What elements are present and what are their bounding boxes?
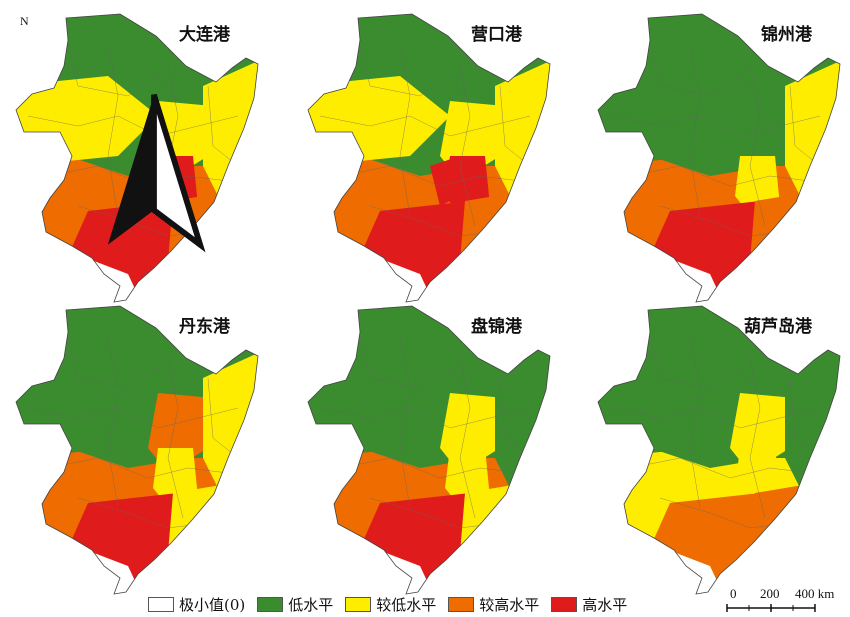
region-outline xyxy=(597,13,841,303)
scale-labels: 0 200 400 km xyxy=(722,586,842,601)
legend-label: 较高水平 xyxy=(479,595,540,614)
district-boundary xyxy=(789,85,821,167)
panel-title: 锦州港 xyxy=(761,25,812,45)
map-panel-dalian: 大连港 N xyxy=(8,6,288,306)
region-outline xyxy=(15,13,259,303)
region-layer xyxy=(598,306,840,594)
legend-item-minimal: 极小值(0) xyxy=(148,594,245,615)
map-panel-jinzhou: 锦州港 xyxy=(590,6,850,306)
region-outline xyxy=(307,305,551,595)
region-outline xyxy=(307,13,551,303)
legend-label: 高水平 xyxy=(582,595,628,614)
district-boundary xyxy=(789,377,821,459)
legend-swatch xyxy=(257,596,284,612)
district-boundary xyxy=(339,165,521,187)
district-boundary xyxy=(359,337,471,394)
district-boundary xyxy=(107,45,119,217)
north-arrow-icon: N xyxy=(14,14,206,253)
district-boundary xyxy=(207,377,239,459)
district-boundary xyxy=(207,85,239,167)
legend-swatch xyxy=(148,596,174,612)
panel-title: 盘锦港 xyxy=(471,317,522,337)
panel-map-svg xyxy=(307,305,551,595)
legend-swatch xyxy=(448,596,475,612)
panel-map-svg xyxy=(597,13,841,303)
district-boundary xyxy=(459,65,476,227)
district-boundary xyxy=(319,407,531,429)
scale-tick-0: 0 xyxy=(730,586,737,601)
region-hotspot xyxy=(430,156,470,206)
district-boundary xyxy=(689,45,701,217)
panel-title: 丹东港 xyxy=(179,317,230,337)
panel-map-svg xyxy=(597,305,841,595)
district-boundary xyxy=(107,337,119,509)
map-panel-panjin: 盘锦港 xyxy=(300,298,580,598)
panel-map-svg xyxy=(307,13,551,303)
district-boundary xyxy=(749,65,766,227)
district-boundary xyxy=(47,457,229,479)
scale-tick-400: 400 km xyxy=(795,586,835,601)
district-boundary xyxy=(27,115,239,137)
legend-swatch xyxy=(551,596,578,612)
district-boundary xyxy=(167,357,184,519)
region-outline xyxy=(597,305,841,595)
district-boundary xyxy=(499,85,531,167)
district-boundary xyxy=(359,45,471,102)
district-boundary xyxy=(649,337,761,394)
legend-item-higher: 较高水平 xyxy=(448,594,539,615)
district-boundary xyxy=(499,377,531,459)
north-label: N xyxy=(20,14,29,28)
legend-item-lower: 较低水平 xyxy=(345,594,436,615)
district-boundary xyxy=(609,115,821,137)
district-boundary xyxy=(67,45,179,102)
district-boundary xyxy=(689,337,701,509)
legend-label: 较低水平 xyxy=(376,595,437,614)
district-boundary xyxy=(319,115,531,137)
legend-swatch xyxy=(345,596,372,612)
region-layer xyxy=(16,306,258,594)
district-boundary xyxy=(609,407,821,429)
scale-bar: 0 200 400 km xyxy=(722,586,842,616)
legend: 极小值(0) 低水平 较低水平 较高水平 高水平 xyxy=(148,593,639,615)
legend-item-high: 高水平 xyxy=(551,594,627,615)
legend-label: 极小值(0) xyxy=(179,595,246,614)
district-boundary xyxy=(339,457,521,479)
panel-title: 葫芦岛港 xyxy=(744,317,812,337)
map-panel-dandong: 丹东港 xyxy=(8,298,288,598)
panel-map-svg xyxy=(15,305,259,595)
district-boundary xyxy=(749,357,766,519)
map-panel-huludao: 葫芦岛港 xyxy=(590,298,850,598)
region-outline xyxy=(15,305,259,595)
panel-title: 营口港 xyxy=(471,25,522,45)
district-boundary xyxy=(399,337,411,509)
district-boundary xyxy=(629,165,811,187)
scale-tick-200: 200 xyxy=(760,586,780,601)
region-layer xyxy=(598,14,840,302)
legend-item-low: 低水平 xyxy=(257,594,333,615)
district-boundary xyxy=(629,457,811,479)
region-layer xyxy=(308,306,550,594)
district-boundary xyxy=(649,45,761,102)
district-boundary xyxy=(459,357,476,519)
district-boundary xyxy=(399,45,411,217)
panel-title: 大连港 xyxy=(179,25,230,45)
district-boundary xyxy=(27,407,239,429)
legend-label: 低水平 xyxy=(288,595,334,614)
region-layer xyxy=(308,14,550,302)
district-boundary xyxy=(67,337,179,394)
map-panel-yingkou: 营口港 xyxy=(300,6,580,306)
scale-line-icon xyxy=(726,604,816,612)
